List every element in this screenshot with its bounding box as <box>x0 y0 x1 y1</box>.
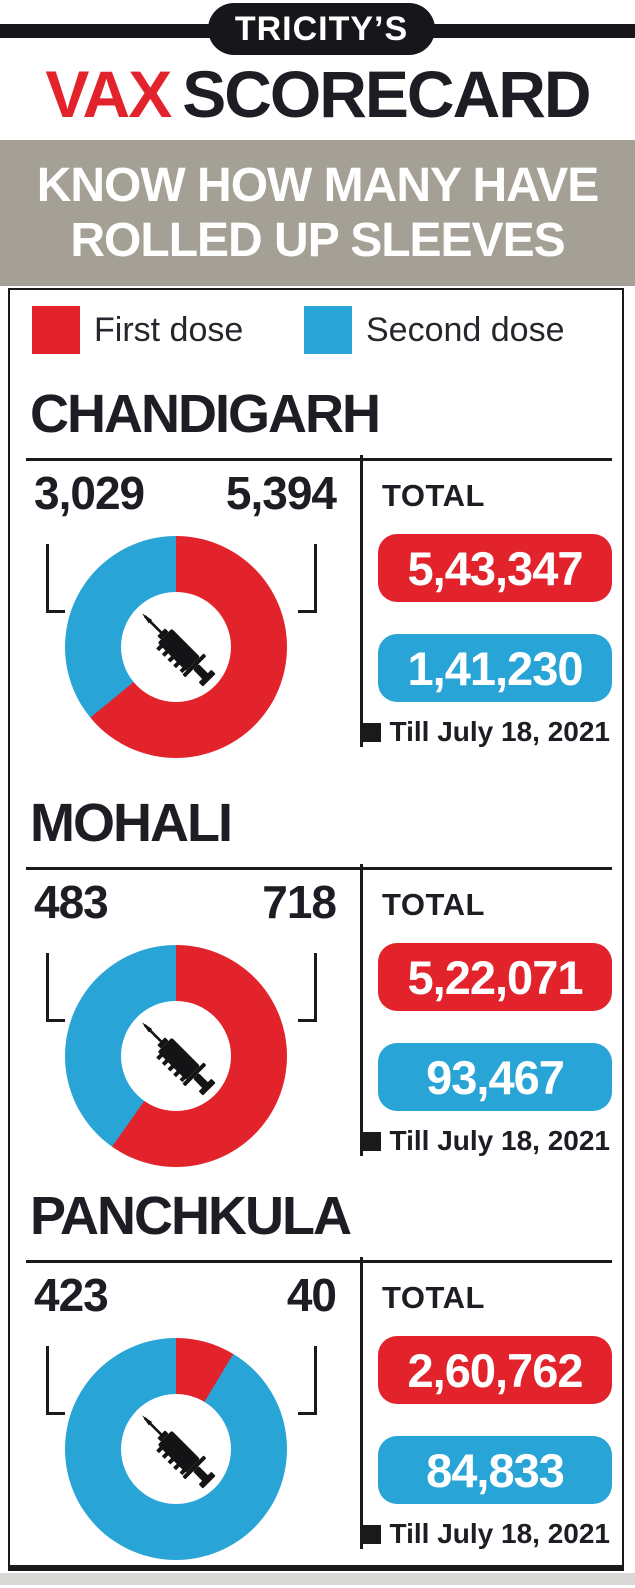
asof-note: Till July 18, 2021 <box>362 1125 610 1157</box>
first-dose-legend-label: First dose <box>94 311 244 349</box>
column-divider <box>360 1257 363 1549</box>
total-second-dose-pill: 93,467 <box>378 1043 612 1111</box>
callout-bracket-left <box>46 953 65 1022</box>
total-first-dose-pill: 5,43,347 <box>378 534 612 602</box>
column-divider <box>360 864 363 1156</box>
section-rule <box>26 1260 612 1263</box>
callout-bracket-left <box>46 544 65 613</box>
callout-bracket-right <box>298 953 317 1022</box>
daily-dose-values: 483 718 <box>34 875 337 929</box>
donut-chart <box>65 1338 287 1560</box>
total-label: TOTAL <box>382 1280 485 1315</box>
total-first-dose-pill: 5,22,071 <box>378 943 612 1011</box>
daily-dose-values: 3,029 5,394 <box>34 466 337 520</box>
total-second-dose-pill: 1,41,230 <box>378 634 612 702</box>
total-second-dose-value: 1,41,230 <box>407 641 584 695</box>
daily-second-dose-value: 3,029 <box>34 467 145 519</box>
syringe-icon <box>141 613 216 687</box>
banner-line-1: KNOW HOW MANY HAVE <box>36 159 600 212</box>
syringe-icon <box>141 1415 216 1489</box>
donut-hole <box>121 1001 231 1111</box>
title-vax: VAX <box>45 57 172 131</box>
city-heading: MOHALI <box>30 793 233 853</box>
callout-bracket-right <box>298 1346 317 1415</box>
daily-first-dose-value: 5,394 <box>225 467 337 519</box>
note-square-bullet <box>362 1524 382 1544</box>
second-dose-swatch <box>304 306 352 354</box>
asof-text: Till July 18, 2021 <box>389 1518 610 1549</box>
asof-note: Till July 18, 2021 <box>362 716 610 748</box>
daily-first-dose-value: 40 <box>286 1269 337 1321</box>
asof-note: Till July 18, 2021 <box>362 1518 610 1550</box>
scorecard-panel: First dose Second dose CHANDIGARH 3,029 … <box>8 288 624 1571</box>
total-label: TOTAL <box>382 478 485 513</box>
total-first-dose-value: 5,22,071 <box>407 950 584 1004</box>
total-second-dose-value: 84,833 <box>426 1443 565 1497</box>
asof-text: Till July 18, 2021 <box>389 1125 610 1156</box>
banner-line-2: ROLLED UP SLEEVES <box>70 214 565 267</box>
donut-chart <box>65 536 287 758</box>
note-square-bullet <box>362 1131 382 1151</box>
section-rule <box>26 458 612 461</box>
column-divider <box>360 455 363 747</box>
city-heading: CHANDIGARH <box>30 384 381 444</box>
note-square-bullet <box>362 722 382 742</box>
daily-second-dose-value: 483 <box>34 876 109 928</box>
city-heading: PANCHKULA <box>30 1186 352 1246</box>
donut-chart <box>65 945 287 1167</box>
total-second-dose-value: 93,467 <box>426 1050 565 1104</box>
daily-dose-values: 423 40 <box>34 1268 337 1322</box>
daily-second-dose-value: 423 <box>34 1269 109 1321</box>
city-section-mohali: MOHALI 483 718 <box>10 795 622 1195</box>
syringe-icon <box>141 1022 216 1096</box>
second-dose-legend-label: Second dose <box>366 311 565 349</box>
subtitle-banner: KNOW HOW MANY HAVE ROLLED UP SLEEVES <box>0 140 635 286</box>
page-bottom-edge <box>0 1573 635 1585</box>
section-rule <box>26 867 612 870</box>
total-first-dose-value: 5,43,347 <box>407 541 584 595</box>
callout-bracket-left <box>46 1346 65 1415</box>
callout-bracket-right <box>298 544 317 613</box>
page-title: VAX SCORECARD <box>0 56 635 132</box>
daily-first-dose-value: 718 <box>262 876 337 928</box>
badge-label: TRICITY’S <box>234 9 409 48</box>
total-first-dose-pill: 2,60,762 <box>378 1336 612 1404</box>
donut-hole <box>121 592 231 702</box>
total-second-dose-pill: 84,833 <box>378 1436 612 1504</box>
first-dose-swatch <box>32 306 80 354</box>
total-label: TOTAL <box>382 887 485 922</box>
tricitys-badge: TRICITY’S <box>208 3 435 55</box>
city-section-panchkula: PANCHKULA 423 40 <box>10 1188 622 1588</box>
donut-hole <box>121 1394 231 1504</box>
title-scorecard: SCORECARD <box>182 57 591 131</box>
total-first-dose-value: 2,60,762 <box>407 1343 584 1397</box>
city-section-chandigarh: CHANDIGARH 3,029 5,394 <box>10 386 622 786</box>
asof-text: Till July 18, 2021 <box>389 716 610 747</box>
